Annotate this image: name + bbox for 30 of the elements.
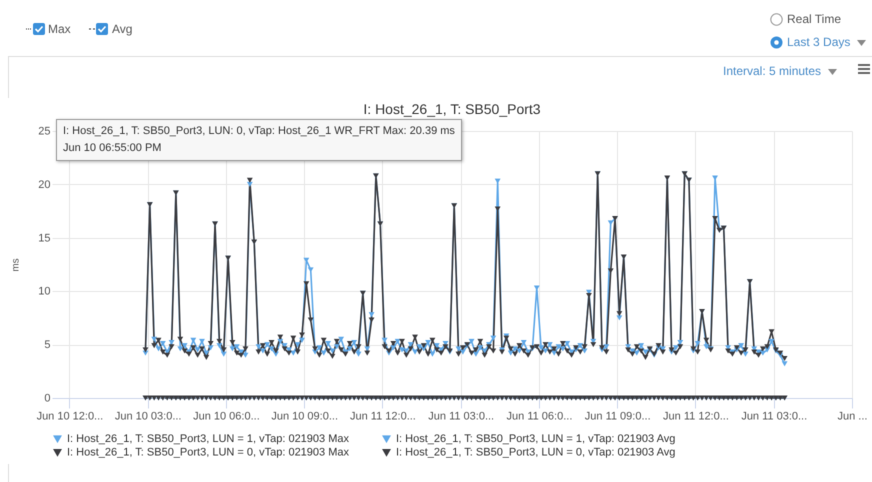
text: Avg xyxy=(112,22,132,36)
x-tick-label: Jun 11 12:0... xyxy=(350,410,416,422)
y-tick-label: 20 xyxy=(38,178,50,191)
legend-label: I: Host_26_1, T: SB50_Port3, LUN = 1, vTap: 021903 Max xyxy=(67,432,350,445)
text: Real Time xyxy=(787,12,842,26)
x-tick-label: Jun 11 06:0... xyxy=(506,410,572,422)
x-tick-label: Jun 10 09:0... xyxy=(271,410,338,422)
legend-label: I: Host_26_1, T: SB50_Port3, LUN = 0, vTap: 021903 Avg xyxy=(396,446,676,458)
y-axis-title: ms xyxy=(10,258,22,272)
x-tick-label: Jun ... xyxy=(838,410,868,422)
x-tick-label: Jun 11 09:0... xyxy=(584,410,651,422)
text: Interval: 5 minutes xyxy=(723,64,822,78)
x-tick-label: Jun 10 06:0... xyxy=(193,410,260,422)
chart-title: I: Host_26_1, T: SB50_Port3 xyxy=(363,101,541,117)
x-tick-label: Jun 11 03:0... xyxy=(428,410,494,422)
legend-label: I: Host_26_1, T: SB50_Port3, LUN = 1, vTap: 021903 Avg xyxy=(396,432,676,445)
y-tick-label: 0 xyxy=(44,392,50,404)
x-tick-label: Jun 11 12:0... xyxy=(663,410,729,422)
x-tick-label: Jun 10 12:0... xyxy=(36,410,104,422)
x-tick-label: Jun 11 03:0... xyxy=(741,410,808,422)
y-tick-label: 15 xyxy=(38,232,50,244)
y-tick-label: 5 xyxy=(44,339,50,352)
x-tick-label: Jun 10 03:0... xyxy=(114,410,182,422)
annotation: Jun 10 06:55:00 PM xyxy=(63,141,162,156)
text: Max xyxy=(48,22,71,36)
legend-label: I: Host_26_1, T: SB50_Port3, LUN = 0, vTap: 021903 Max xyxy=(67,446,350,458)
annotation: I: Host_26_1, T: SB50_Port3, LUN: 0, vTap: Host_26_1 WR_FRT Max: 20.39 ms xyxy=(63,124,455,139)
y-tick-label: 25 xyxy=(38,126,50,138)
y-tick-label: 10 xyxy=(38,286,50,298)
text: Last 3 Days xyxy=(787,35,850,49)
